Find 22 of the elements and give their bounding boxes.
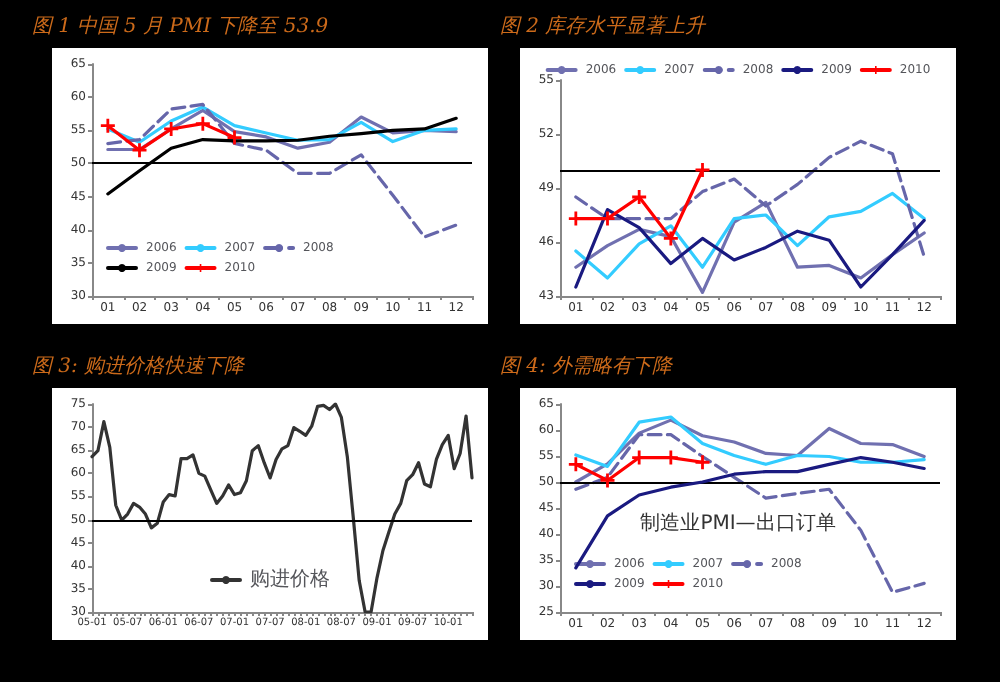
chart-title: 图 3: 购进价格快速下降: [32, 353, 245, 380]
point: [663, 231, 678, 246]
point: [132, 143, 147, 158]
chart-title: 图 2 库存水平显著上升: [500, 13, 706, 40]
point: [227, 130, 242, 145]
legend-label: 购进价格: [250, 567, 330, 591]
point: [164, 121, 179, 136]
chart-title: 图 1 中国 5 月 PMI 下降至 53.9: [32, 13, 329, 40]
point: [568, 457, 583, 472]
point: [695, 455, 710, 470]
line-series: [90, 402, 474, 614]
line-series: [106, 102, 458, 239]
annotation: 制造业PMI—出口订单: [640, 511, 836, 535]
line-series: [574, 191, 926, 280]
line-series: [574, 455, 926, 570]
point: [695, 163, 710, 177]
point: [632, 190, 647, 204]
line-series: [574, 415, 926, 468]
point: [100, 118, 115, 133]
chart-title: 图 4: 外需略有下降: [500, 354, 673, 380]
point: [195, 116, 210, 131]
point: [600, 473, 615, 488]
